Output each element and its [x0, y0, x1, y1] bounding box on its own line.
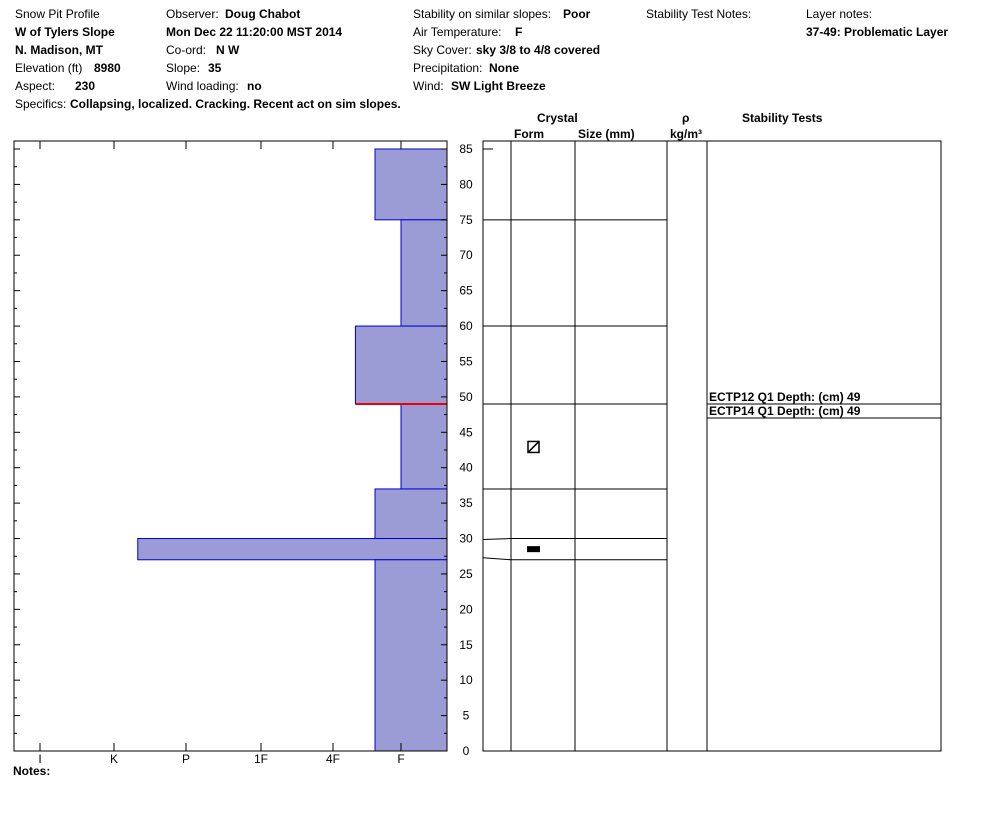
- crystal-symbols: [527, 440, 540, 553]
- hardness-label-4F: 4F: [326, 752, 340, 766]
- depth-label-20: 20: [459, 602, 473, 616]
- hardness-label-F: F: [397, 752, 404, 766]
- depth-label-45: 45: [459, 425, 473, 439]
- observer-value: Doug Chabot: [225, 7, 301, 21]
- depth-label-30: 30: [459, 532, 473, 546]
- observer-label: Observer:: [166, 7, 219, 21]
- depth-label-65: 65: [459, 284, 473, 298]
- hardness-bar-3: [400, 403, 448, 490]
- density-unit: kg/m³: [670, 127, 703, 141]
- sky-value: sky 3/8 to 4/8 covered: [476, 43, 601, 57]
- profile-frame: [482, 140, 942, 752]
- chart-frames: [13, 140, 942, 752]
- specifics-value: Collapsing, localized. Cracking. Recent …: [70, 97, 401, 111]
- layer-boundary-wave-27: [482, 557, 512, 561]
- hardness-bar-5: [137, 538, 448, 561]
- precip-label: Precipitation:: [413, 61, 483, 75]
- hardness-bar-6: [374, 559, 448, 752]
- aspect-label: Aspect:: [15, 79, 56, 93]
- depth-label-60: 60: [459, 319, 473, 333]
- hardness-label-1F: 1F: [254, 752, 268, 766]
- stability-label: Stability on similar slopes:: [413, 7, 552, 21]
- depth-label-5: 5: [463, 709, 470, 723]
- hardness-label-I: I: [38, 752, 41, 766]
- wind-label: Wind:: [413, 79, 444, 93]
- depth-axis: 0 5 10 15 20 25 30 35 40 45 50 55 60 65 70 75 80 85: [459, 142, 473, 758]
- stability-test-1: ECTP14 Q1 Depth: (cm) 49: [709, 404, 861, 418]
- crystal-heading: Crystal: [537, 111, 578, 125]
- density-heading: ρ: [682, 111, 690, 125]
- faceted-crystal-icon: [527, 440, 540, 454]
- stability-notes-label: Stability Test Notes:: [646, 7, 752, 21]
- depth-label-80: 80: [459, 177, 473, 191]
- depth-label-15: 15: [459, 638, 473, 652]
- stability-test-0: ECTP12 Q1 Depth: (cm) 49: [709, 390, 861, 404]
- notes-label: Notes:: [13, 764, 51, 778]
- crust-crystal-icon: [527, 546, 540, 553]
- depth-label-85: 85: [459, 142, 473, 156]
- form-heading: Form: [514, 127, 544, 141]
- elevation-value: 8980: [94, 61, 121, 75]
- depth-label-75: 75: [459, 213, 473, 227]
- elevation-label: Elevation (ft): [15, 61, 83, 75]
- depth-label-40: 40: [459, 461, 473, 475]
- layer-notes-value: 37-49: Problematic Layer: [806, 25, 949, 39]
- hardness-bar-0: [374, 148, 448, 221]
- depth-label-50: 50: [459, 390, 473, 404]
- depth-label-25: 25: [459, 567, 473, 581]
- depth-label-0: 0: [463, 744, 470, 758]
- layer-lines: [482, 219, 667, 561]
- hardness-bar-4: [374, 488, 448, 540]
- hardness-bar-2: [354, 325, 448, 405]
- wind-loading-label: Wind loading:: [166, 79, 239, 93]
- coord-label: Co-ord:: [166, 43, 207, 57]
- layer-notes-label: Layer notes:: [806, 7, 873, 21]
- location: W of Tylers Slope: [15, 25, 115, 39]
- hardness-bars: [137, 148, 448, 752]
- wind-loading-value: no: [247, 79, 262, 93]
- air-temp-value: F: [515, 25, 523, 39]
- hardness-frame: [13, 140, 448, 752]
- region: N. Madison, MT: [15, 43, 103, 57]
- stability-value: Poor: [563, 7, 591, 21]
- size-heading: Size (mm): [578, 127, 635, 141]
- layer-boundary-wave-30: [482, 538, 512, 541]
- specifics-label: Specifics:: [15, 97, 67, 111]
- hardness-label-K: K: [110, 752, 118, 766]
- aspect-value: 230: [75, 79, 96, 93]
- report-title: Snow Pit Profile: [15, 7, 100, 21]
- depth-label-35: 35: [459, 496, 473, 510]
- hardness-axis: I K P 1F 4F F: [38, 752, 404, 766]
- sky-label: Sky Cover:: [413, 43, 472, 57]
- wind-value: SW Light Breeze: [451, 79, 546, 93]
- faceted-crystal-slash: [527, 440, 540, 453]
- depth-label-55: 55: [459, 354, 473, 368]
- hardness-bar-1: [400, 219, 448, 327]
- coord-value: N W: [216, 43, 240, 57]
- air-temp-label: Air Temperature:: [413, 25, 502, 39]
- precip-value: None: [489, 61, 519, 75]
- depth-label-10: 10: [459, 673, 473, 687]
- depth-label-70: 70: [459, 248, 473, 262]
- slope-value: 35: [208, 61, 222, 75]
- hardness-label-P: P: [182, 752, 190, 766]
- datetime: Mon Dec 22 11:20:00 MST 2014: [166, 25, 343, 39]
- slope-label: Slope:: [166, 61, 201, 75]
- stability-tests-heading: Stability Tests: [742, 111, 823, 125]
